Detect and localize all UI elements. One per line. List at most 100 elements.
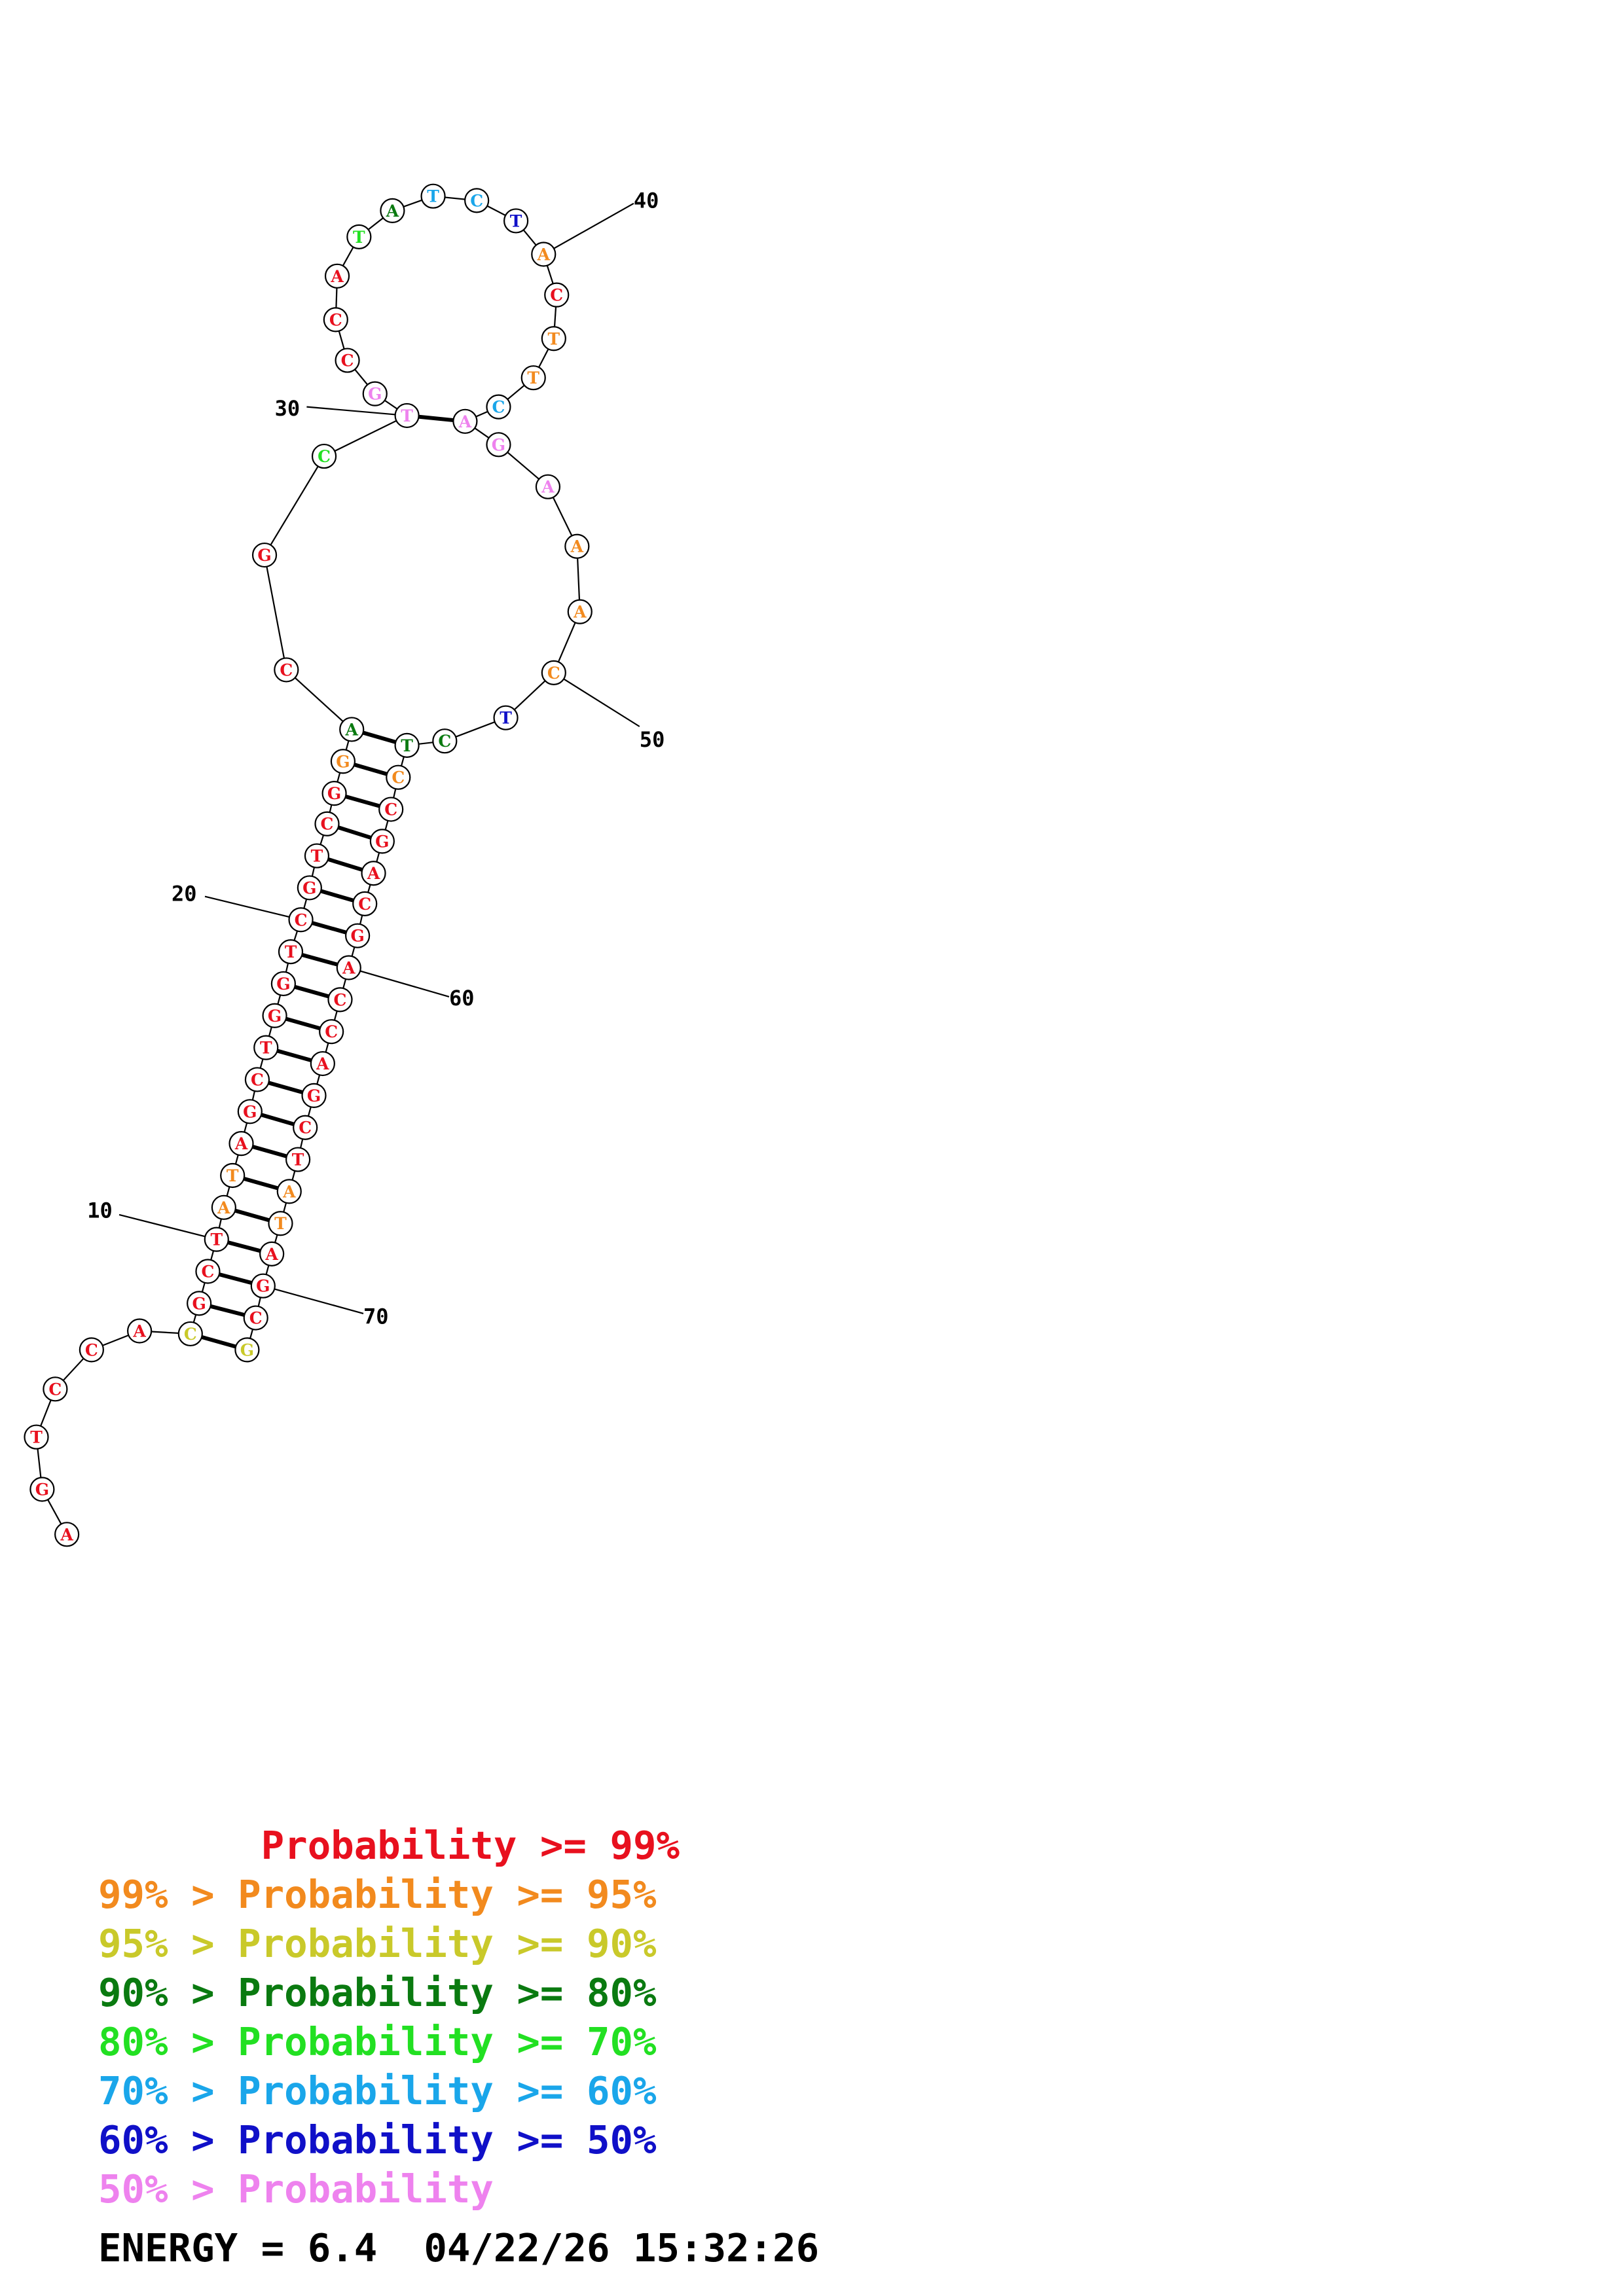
nucleotide-circle <box>270 971 296 997</box>
nucleotide-letter: A <box>573 603 587 622</box>
legend-threshold: 80% > <box>98 2019 238 2064</box>
nucleotide: A <box>211 1194 236 1220</box>
nucleotide-letter: A <box>234 1134 248 1153</box>
nucleotide-letter: G <box>257 546 271 565</box>
nucleotide-letter: C <box>438 732 451 751</box>
nucleotide-letter: G <box>35 1480 49 1499</box>
nucleotide-circle <box>464 188 490 213</box>
nucleotide-circle <box>285 1147 311 1172</box>
nucleotide: G <box>330 749 356 774</box>
nucleotide: T <box>420 183 446 209</box>
nucleotide-letter: A <box>458 412 472 431</box>
nucleotide: A <box>276 1179 302 1204</box>
nucleotide-letter: A <box>60 1525 73 1544</box>
nucleotide-circle <box>380 198 405 223</box>
nucleotide-circle <box>253 1035 279 1060</box>
nucleotide: G <box>345 923 371 948</box>
nucleotide-circle <box>493 705 519 730</box>
nucleotide-letter: G <box>327 784 341 803</box>
nucleotide-letter: C <box>550 286 563 305</box>
position-tick-line <box>543 202 634 255</box>
nucleotide-letter: T <box>274 1214 287 1233</box>
nucleotide-circle <box>486 394 511 420</box>
nucleotide-letter: C <box>48 1380 62 1399</box>
nucleotide-letter: G <box>350 927 364 946</box>
nucleotide: C <box>464 188 490 213</box>
nucleotide-letter: C <box>329 310 342 329</box>
nucleotide: C <box>541 660 566 685</box>
nucleotide-circle <box>394 732 420 758</box>
position-tick-label: 10 <box>87 1198 113 1223</box>
nucleotide-letter: T <box>311 847 323 866</box>
nucleotide-letter: T <box>30 1428 43 1447</box>
nucleotide-letter: G <box>336 752 350 771</box>
nucleotide-letter: C <box>251 1070 264 1089</box>
nucleotide-circle <box>345 923 371 948</box>
nucleotide-letter: C <box>341 351 354 370</box>
legend-row: 70% > Probability >= 60% <box>98 2066 680 2115</box>
nucleotide: A <box>259 1241 285 1266</box>
legend-threshold: 60% > <box>98 2117 238 2162</box>
nucleotide-letter: T <box>427 187 439 206</box>
nucleotide-circle <box>369 829 395 854</box>
position-tick-layer: 10 20 30 40 50 60 70 <box>87 188 665 1329</box>
nucleotide-letter: C <box>547 664 560 683</box>
nucleotide-circle <box>386 764 411 790</box>
nucleotide-circle <box>259 1241 285 1266</box>
backbone-segment <box>285 669 352 730</box>
nucleotide-letter: C <box>280 660 293 679</box>
nucleotide: G <box>187 1291 212 1316</box>
nucleotide: C <box>314 811 340 836</box>
nucleotide-circle <box>564 533 590 559</box>
nucleotide: T <box>394 403 420 429</box>
nucleotide: T <box>541 326 566 351</box>
nucleotide-circle <box>362 381 388 406</box>
nucleotide-circle <box>336 955 361 980</box>
nucleotide: C <box>378 797 404 822</box>
nucleotide-circle <box>452 408 478 434</box>
nucleotide: A <box>310 1050 335 1077</box>
nucleotide: T <box>394 732 420 758</box>
nucleotide-letter: A <box>264 1245 278 1264</box>
nucleotide-letter: T <box>260 1039 272 1058</box>
legend-label: Probability >= 90% <box>238 1921 657 1966</box>
nucleotide-letter: G <box>276 975 290 994</box>
nucleotide-circle <box>293 1115 318 1140</box>
legend-row: 50% > Probability <box>98 2164 680 2214</box>
nucleotide: A <box>339 717 365 742</box>
position-tick-label: 50 <box>640 727 665 752</box>
nucleotide: A <box>54 1522 80 1547</box>
nucleotide-circle <box>420 183 446 209</box>
nucleotide-letter: C <box>470 191 483 210</box>
nucleotide-letter: A <box>330 267 344 286</box>
nucleotide-circle <box>520 365 546 391</box>
nucleotide-letter: A <box>367 864 380 883</box>
nucleotide-circle <box>195 1259 221 1284</box>
position-tick-line <box>553 672 640 727</box>
nucleotide-circle <box>335 348 360 373</box>
nucleotide-circle <box>319 1019 344 1045</box>
legend-row: Probability >= 99% <box>98 1821 680 1870</box>
nucleotide-letter: C <box>384 800 397 819</box>
nucleotide: A <box>535 474 561 499</box>
nucleotide-circle <box>544 282 570 308</box>
nucleotide-letter: G <box>243 1102 257 1121</box>
nucleotide: C <box>293 1115 318 1140</box>
nucleotide-circle <box>310 1050 335 1077</box>
nucleotide-letter: T <box>292 1151 304 1170</box>
nucleotide-circle <box>54 1522 80 1547</box>
energy-value: ENERGY = 6.4 <box>98 2225 378 2270</box>
legend-label: Probability >= 70% <box>238 2019 657 2064</box>
nucleotide-circle <box>79 1337 104 1363</box>
position-tick-label: 60 <box>449 986 475 1011</box>
nucleotide-circle <box>301 1083 327 1108</box>
timestamp: 04/22/26 15:32:26 <box>424 2225 820 2270</box>
nucleotide: T <box>520 365 546 391</box>
nucleotide: C <box>243 1305 268 1331</box>
nucleotide-circle <box>541 326 566 351</box>
nucleotide-circle <box>531 242 556 267</box>
legend-threshold: 70% > <box>98 2068 238 2113</box>
nucleotide-circle <box>127 1318 153 1344</box>
nucleotide-circle <box>187 1291 212 1316</box>
